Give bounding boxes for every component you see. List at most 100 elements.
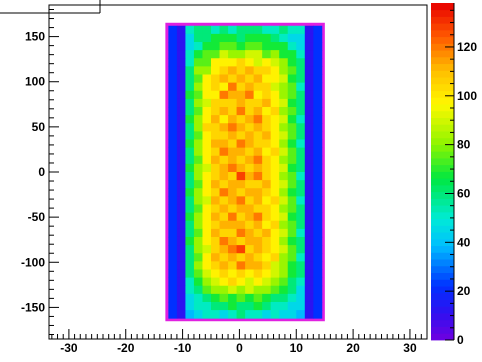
heatmap-cell — [185, 42, 195, 51]
heatmap-cell — [193, 261, 203, 270]
heatmap-cell — [228, 245, 237, 254]
heatmap-cell — [193, 269, 203, 279]
heatmap-cell — [262, 212, 272, 222]
heatmap-cell — [313, 196, 323, 205]
heatmap-cell — [270, 285, 280, 295]
heatmap-cell — [202, 123, 212, 132]
heatmap-cell — [287, 180, 297, 189]
palette-swatch — [431, 110, 454, 118]
heatmap-cell — [296, 123, 306, 132]
heatmap-cell — [245, 123, 255, 132]
heatmap-cell — [202, 147, 212, 157]
heatmap-cell — [270, 131, 280, 140]
heatmap-cell — [202, 188, 212, 197]
palette-swatch — [431, 151, 454, 159]
heatmap-cell — [253, 285, 263, 295]
heatmap-cell — [279, 115, 289, 124]
heatmap-cell — [270, 42, 280, 51]
heatmap-cell — [193, 98, 203, 108]
heatmap-cell — [202, 139, 212, 149]
heatmap-cell — [211, 74, 220, 84]
heatmap-cell — [279, 139, 289, 149]
heatmap-cell — [313, 147, 323, 157]
heatmap-cell — [270, 269, 280, 279]
heatmap-cell — [236, 139, 246, 149]
heatmap-cell — [168, 163, 178, 173]
heatmap-cell — [270, 261, 280, 270]
y-tick-label: 150 — [25, 30, 45, 44]
palette-swatch — [431, 279, 454, 287]
heatmap-cell — [279, 163, 289, 173]
heatmap-cell — [168, 220, 178, 230]
heatmap-cell — [270, 66, 280, 75]
heatmap-cell — [296, 228, 306, 238]
heatmap-cell — [245, 277, 255, 287]
heatmap-cell — [168, 245, 178, 254]
heatmap-cell — [176, 115, 186, 124]
heatmap-cell — [287, 196, 297, 205]
heatmap-cell — [304, 245, 314, 254]
heatmap-cell — [219, 277, 229, 287]
heatmap-cell — [287, 188, 297, 197]
heatmap-cell — [176, 245, 186, 254]
heatmap-cell — [185, 58, 195, 67]
heatmap-cell — [176, 82, 186, 92]
heatmap-cell — [193, 204, 203, 214]
heatmap-cell — [219, 245, 229, 254]
heatmap-cell — [176, 25, 186, 35]
heatmap-cell — [211, 139, 220, 149]
heatmap-cell — [176, 147, 186, 157]
heatmap-cell — [313, 25, 323, 35]
heatmap-cell — [236, 212, 246, 222]
heatmap-cell — [211, 147, 220, 157]
palette-swatch — [431, 104, 454, 112]
heatmap-cell — [304, 139, 314, 149]
heatmap-cell — [279, 261, 289, 270]
heatmap-cell — [228, 236, 237, 246]
heatmap-cell — [236, 115, 246, 124]
heatmap-cell — [202, 269, 212, 279]
heatmap-cell — [236, 98, 246, 108]
heatmap-cell — [168, 131, 178, 140]
heatmap-cell — [185, 139, 195, 149]
heatmap-cell — [253, 269, 263, 279]
heatmap-cell — [262, 204, 272, 214]
heatmap-cell — [219, 261, 229, 270]
heatmap-cell — [287, 310, 297, 319]
heatmap-cell — [202, 163, 212, 173]
heatmap-cell — [279, 90, 289, 100]
heatmap-cell — [245, 147, 255, 157]
heatmap-cell — [176, 196, 186, 205]
heatmap-cell — [245, 220, 255, 230]
heatmap-cell — [219, 293, 229, 303]
heatmap-cell — [202, 82, 212, 92]
heatmap-cell — [287, 139, 297, 149]
heatmap-cell — [304, 277, 314, 287]
heatmap-cell — [202, 131, 212, 140]
heatmap-cell — [176, 220, 186, 230]
heatmap-cell — [168, 228, 178, 238]
heatmap-cell — [313, 58, 323, 67]
heatmap-cell — [228, 269, 237, 279]
heatmap-cell — [270, 58, 280, 67]
heatmap-cell — [211, 42, 220, 51]
palette-swatch — [431, 83, 454, 92]
heatmap-cell — [245, 74, 255, 84]
heatmap-cell — [245, 285, 255, 295]
heatmap-cell — [219, 236, 229, 246]
heatmap-cell — [279, 180, 289, 189]
heatmap-cell — [193, 139, 203, 149]
heatmap-cell — [193, 74, 203, 84]
heatmap-cell — [262, 74, 272, 84]
heatmap-cell — [193, 58, 203, 67]
heatmap-cell — [253, 58, 263, 67]
heatmap-cell — [185, 98, 195, 108]
heatmap-cell — [287, 42, 297, 51]
heatmap-cell — [304, 293, 314, 303]
heatmap-cell — [219, 188, 229, 197]
heatmap-cell — [279, 228, 289, 238]
heatmap-cell — [236, 245, 246, 254]
heatmap-cell — [168, 269, 178, 279]
heatmap-cell — [236, 25, 246, 35]
heatmap-cell — [176, 293, 186, 303]
